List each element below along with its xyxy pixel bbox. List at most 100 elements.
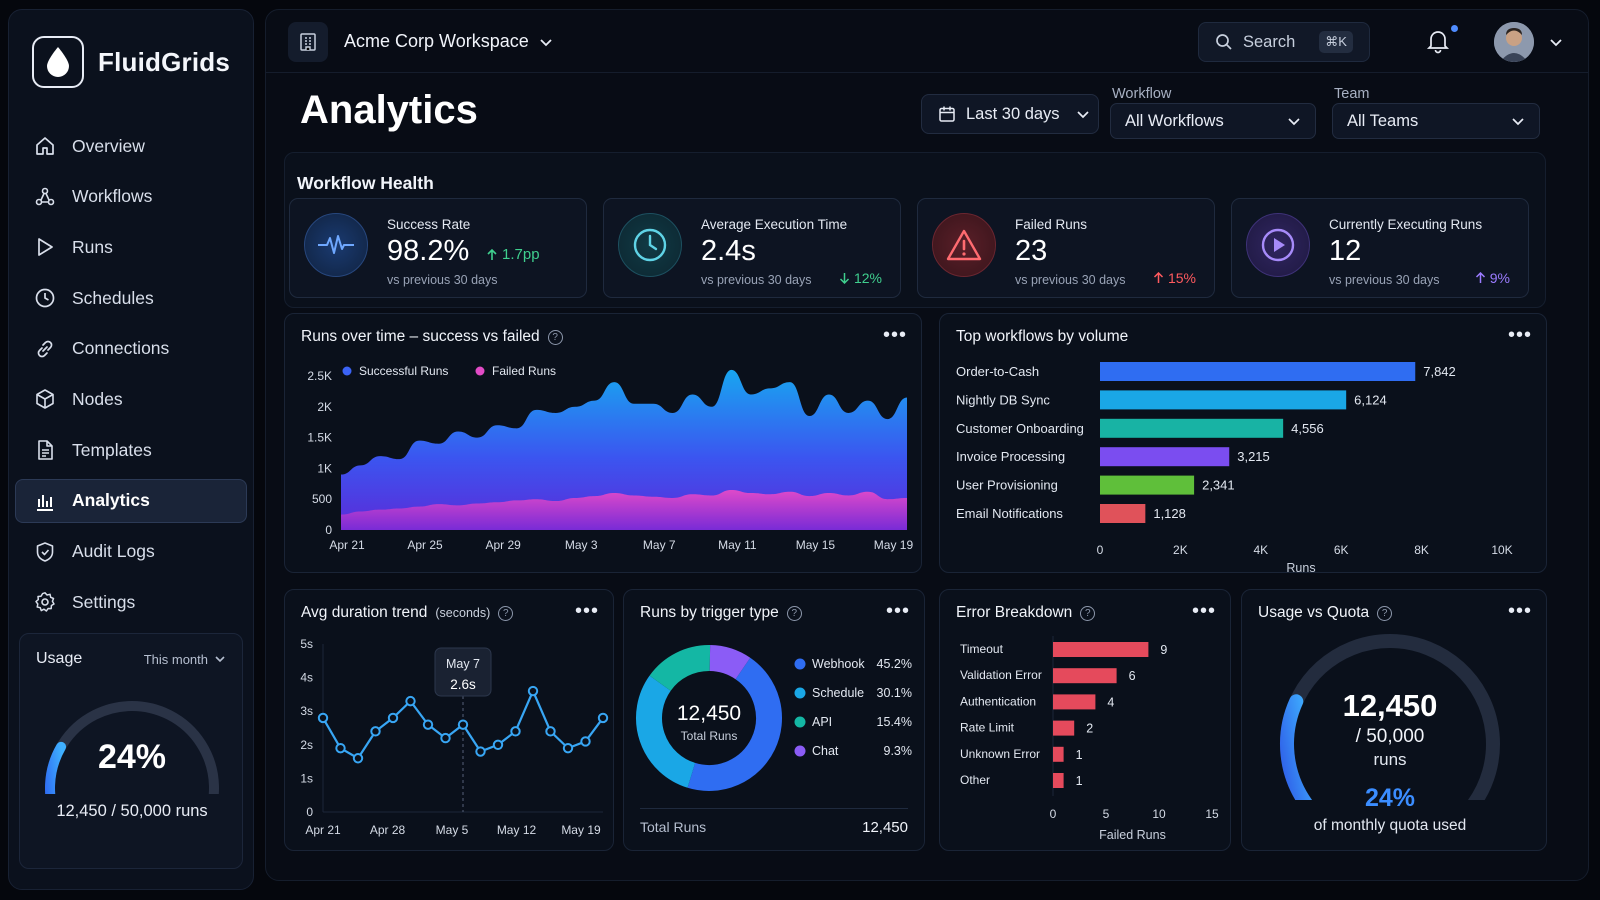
- building-icon[interactable]: [288, 22, 328, 62]
- sidebar-item-workflows[interactable]: Workflows: [15, 175, 247, 219]
- sidebar-nav: Overview Workflows Runs Schedules Connection…: [15, 124, 247, 631]
- legend-label: Successful Runs: [359, 364, 448, 378]
- data-point[interactable]: [562, 742, 574, 754]
- data-point[interactable]: [580, 736, 591, 747]
- bar[interactable]: [1053, 642, 1149, 657]
- donut-slice[interactable]: [649, 645, 711, 692]
- more-options-icon[interactable]: •••: [1191, 600, 1216, 622]
- data-point[interactable]: [387, 712, 399, 724]
- arrow-down-icon: [839, 273, 849, 284]
- category-label: Nightly DB Sync: [956, 392, 1050, 407]
- sidebar-item-overview[interactable]: Overview: [15, 124, 247, 168]
- avatar[interactable]: [1494, 22, 1534, 62]
- tooltip-value: 2.6s: [450, 677, 476, 692]
- category-label: Customer Onboarding: [956, 421, 1084, 436]
- data-point[interactable]: [317, 712, 329, 724]
- sidebar-item-label: Settings: [72, 591, 136, 612]
- category-label: Timeout: [960, 642, 1004, 656]
- bar[interactable]: [1053, 720, 1075, 736]
- brand[interactable]: FluidGrids: [32, 36, 230, 88]
- bell-icon[interactable]: [1426, 28, 1450, 54]
- x-tick-label: Apr 29: [485, 538, 521, 552]
- data-point[interactable]: [370, 726, 381, 737]
- sidebar-item-runs[interactable]: Runs: [15, 225, 247, 269]
- kpi-failed-runs[interactable]: Failed Runs 23 vs previous 30 days 15%: [917, 198, 1215, 298]
- data-point[interactable]: [527, 685, 539, 697]
- more-options-icon[interactable]: •••: [882, 324, 907, 346]
- sidebar-item-connections[interactable]: Connections: [15, 327, 247, 371]
- data-point[interactable]: [510, 726, 521, 737]
- more-options-icon[interactable]: •••: [574, 600, 599, 622]
- data-point[interactable]: [422, 719, 434, 730]
- bar[interactable]: [1053, 694, 1096, 710]
- sidebar-item-templates[interactable]: Templates: [15, 428, 247, 472]
- sidebar-item-nodes[interactable]: Nodes: [15, 377, 247, 421]
- category-label: Authentication: [960, 694, 1036, 708]
- bar[interactable]: [1053, 773, 1064, 788]
- usage-period-select[interactable]: This month: [144, 652, 226, 667]
- date-range-select[interactable]: Last 30 days: [921, 94, 1099, 134]
- kpi-value: 98.2%: [387, 235, 470, 267]
- bar[interactable]: [1100, 504, 1146, 523]
- workspace-switcher[interactable]: Acme Corp Workspace: [344, 31, 553, 52]
- bar[interactable]: [1100, 390, 1347, 410]
- bar[interactable]: [1053, 668, 1117, 684]
- y-tick-label: 2.5K: [307, 369, 332, 383]
- data-point[interactable]: [545, 726, 556, 737]
- more-options-icon[interactable]: •••: [1507, 600, 1532, 622]
- sidebar-item-settings[interactable]: Settings: [15, 580, 247, 624]
- donut-slice[interactable]: [636, 675, 696, 788]
- data-point[interactable]: [597, 712, 609, 724]
- legend-value: 9.3%: [884, 744, 913, 758]
- bar[interactable]: [1100, 447, 1230, 467]
- data-point[interactable]: [492, 739, 504, 751]
- donut-slice[interactable]: [687, 657, 782, 791]
- data-point[interactable]: [475, 746, 486, 757]
- workflow-icon: [35, 187, 55, 205]
- quota-total: / 50,000: [1355, 726, 1425, 747]
- donut-center-value: 12,450: [677, 702, 741, 725]
- quota-caption: of monthly quota used: [1313, 817, 1467, 834]
- help-icon[interactable]: ?: [1080, 605, 1096, 621]
- help-icon[interactable]: ?: [786, 605, 802, 621]
- help-icon[interactable]: ?: [498, 605, 514, 621]
- x-tick-label: Apr 21: [329, 538, 365, 552]
- x-tick-label: 0: [1050, 807, 1057, 821]
- data-point[interactable]: [457, 719, 469, 730]
- quota-gauge: [1280, 634, 1500, 800]
- data-point[interactable]: [405, 695, 416, 707]
- calendar-icon: [939, 106, 955, 122]
- bar[interactable]: [1100, 362, 1416, 381]
- bar[interactable]: [1053, 746, 1064, 762]
- data-point[interactable]: [440, 732, 451, 744]
- more-options-icon[interactable]: •••: [1507, 324, 1532, 346]
- bar-value-label: 4: [1107, 695, 1114, 709]
- x-axis-label: Runs: [1286, 561, 1315, 572]
- data-point[interactable]: [352, 753, 364, 764]
- help-icon[interactable]: ?: [547, 329, 563, 345]
- x-tick-label: 2K: [1173, 543, 1188, 557]
- kpi-subtext: vs previous 30 days: [387, 273, 498, 287]
- sidebar-item-label: Templates: [72, 439, 152, 460]
- usage-gauge-fill: [45, 741, 67, 794]
- sidebar-item-analytics[interactable]: Analytics: [15, 478, 247, 523]
- legend-value: 45.2%: [877, 657, 912, 671]
- chevron-down-icon[interactable]: [1549, 36, 1563, 50]
- error-breakdown-card: Error Breakdown ? ••• Timeout 9 Validation…: [939, 589, 1231, 851]
- sidebar-item-label: Analytics: [72, 490, 150, 511]
- donut-slice[interactable]: [709, 645, 751, 680]
- bar[interactable]: [1100, 475, 1195, 495]
- data-point[interactable]: [335, 742, 346, 754]
- sidebar-item-audit-logs[interactable]: Audit Logs: [15, 530, 247, 574]
- series-area-successful-runs: [341, 369, 907, 530]
- kpi-success-rate[interactable]: Success Rate 98.2% 1.7pp vs previous 30 …: [289, 198, 587, 298]
- kpi-average-execution-time[interactable]: Average Execution Time 2.4s vs previous …: [603, 198, 901, 298]
- team-filter-select[interactable]: All Teams: [1332, 103, 1540, 139]
- sidebar-item-schedules[interactable]: Schedules: [15, 276, 247, 320]
- help-icon[interactable]: ?: [1377, 605, 1393, 621]
- kpi-currently-executing-runs[interactable]: Currently Executing Runs 12 vs previous …: [1231, 198, 1529, 298]
- search-box[interactable]: Search ⌘K: [1198, 22, 1370, 62]
- more-options-icon[interactable]: •••: [885, 600, 910, 622]
- workflow-filter-select[interactable]: All Workflows: [1110, 103, 1316, 139]
- bar[interactable]: [1100, 418, 1284, 438]
